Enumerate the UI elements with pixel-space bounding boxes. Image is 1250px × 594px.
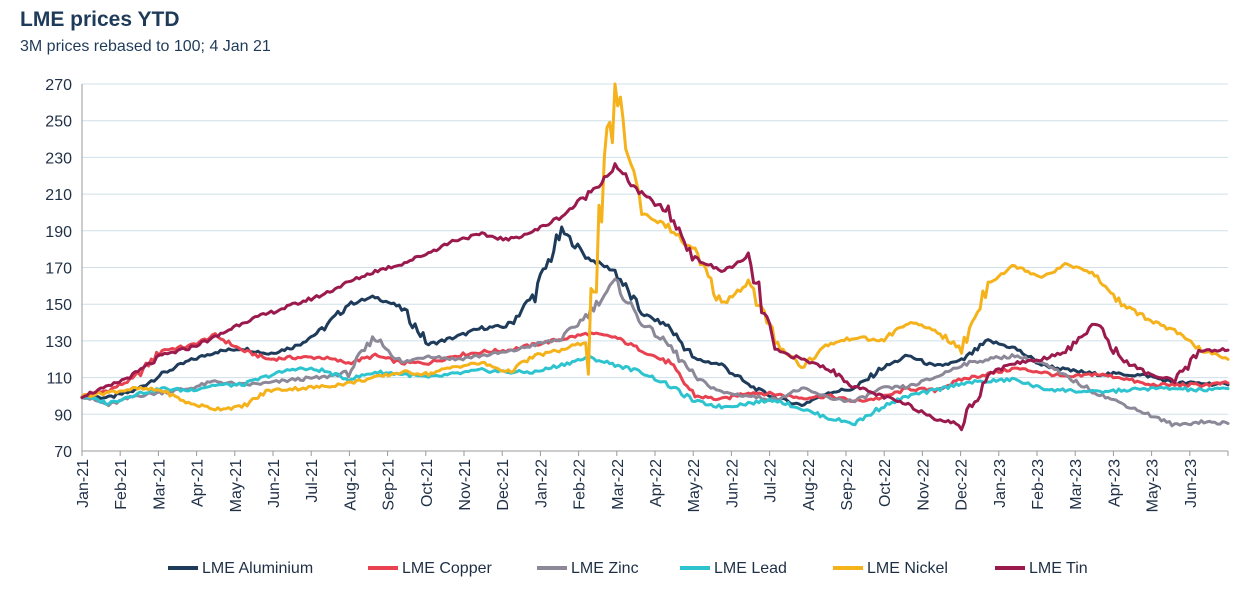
chart-title: LME prices YTD bbox=[20, 8, 180, 31]
x-tick-label: Jul-22 bbox=[763, 459, 780, 503]
y-tick-label: 110 bbox=[46, 371, 72, 388]
y-tick-label: 150 bbox=[45, 297, 72, 314]
series-line-lme-zinc bbox=[80, 277, 1230, 428]
legend-label: LME Lead bbox=[714, 560, 787, 577]
legend-label: LME Zinc bbox=[571, 560, 639, 577]
x-tick-label: Jan-22 bbox=[533, 459, 550, 508]
x-tick-label: May-22 bbox=[686, 459, 703, 512]
y-tick-label: 250 bbox=[45, 114, 72, 131]
y-tick-label: 90 bbox=[54, 407, 72, 424]
x-tick-label: May-23 bbox=[1145, 459, 1162, 512]
x-tick-label: Oct-22 bbox=[877, 459, 894, 507]
x-tick-label: Dec-22 bbox=[954, 459, 971, 511]
x-tick-label: Jun-23 bbox=[1183, 459, 1200, 508]
x-tick-label: Jun-22 bbox=[724, 459, 741, 508]
x-tick-label: Sep-21 bbox=[381, 459, 398, 511]
legend-label: LME Aluminium bbox=[202, 560, 313, 577]
y-tick-label: 230 bbox=[45, 150, 72, 167]
x-tick-label: Jan-23 bbox=[992, 459, 1009, 508]
x-tick-label: Mar-21 bbox=[151, 459, 168, 510]
legend-label: LME Copper bbox=[402, 560, 492, 577]
y-tick-label: 170 bbox=[45, 261, 72, 278]
x-tick-label: Nov-21 bbox=[457, 459, 474, 511]
x-tick-label: Feb-21 bbox=[113, 459, 130, 510]
chart-subtitle: 3M prices rebased to 100; 4 Jan 21 bbox=[20, 38, 271, 55]
x-tick-label: Oct-21 bbox=[419, 459, 436, 507]
series-line-lme-tin bbox=[80, 162, 1230, 432]
x-tick-label: Nov-22 bbox=[915, 459, 932, 511]
legend-label: LME Tin bbox=[1029, 560, 1088, 577]
y-tick-label: 190 bbox=[45, 224, 72, 241]
y-tick-label: 70 bbox=[54, 444, 72, 461]
x-tick-label: Apr-21 bbox=[190, 459, 207, 507]
x-tick-label: Aug-21 bbox=[342, 459, 359, 511]
x-tick-label: Mar-22 bbox=[610, 459, 627, 510]
series-line-lme-copper bbox=[80, 331, 1230, 403]
x-tick-label: Apr-23 bbox=[1106, 459, 1123, 507]
x-tick-label: Sep-22 bbox=[839, 459, 856, 511]
x-tick-label: Dec-21 bbox=[495, 459, 512, 511]
x-tick-label: Jun-21 bbox=[266, 459, 283, 508]
x-tick-label: May-21 bbox=[228, 459, 245, 512]
x-tick-label: Aug-22 bbox=[801, 459, 818, 511]
legend-label: LME Nickel bbox=[867, 560, 948, 577]
x-tick-label: Apr-22 bbox=[648, 459, 665, 507]
x-tick-label: Feb-23 bbox=[1030, 459, 1047, 510]
x-tick-label: Jan-21 bbox=[75, 459, 92, 508]
series-line-lme-nickel bbox=[80, 82, 1230, 412]
x-tick-label: Jul-21 bbox=[304, 459, 321, 503]
x-tick-label: Mar-23 bbox=[1068, 459, 1085, 510]
y-tick-label: 210 bbox=[45, 187, 72, 204]
y-tick-label: 130 bbox=[45, 334, 72, 351]
x-tick-label: Feb-22 bbox=[572, 459, 589, 510]
y-tick-label: 270 bbox=[45, 77, 72, 94]
series-line-lme-lead bbox=[80, 354, 1230, 427]
